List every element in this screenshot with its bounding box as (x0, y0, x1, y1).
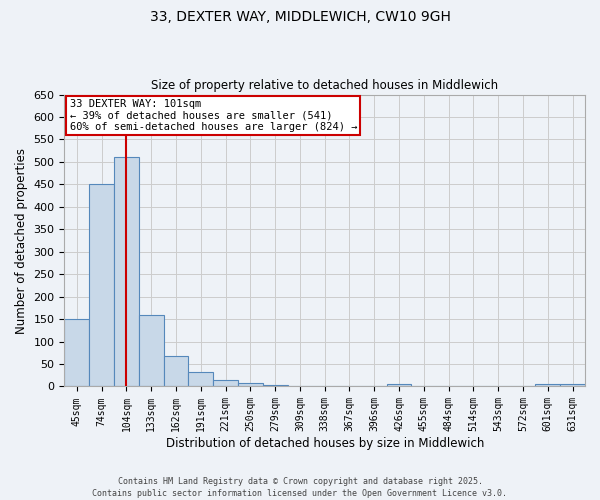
Bar (89, 184, 114, 386)
Text: 33, DEXTER WAY, MIDDLEWICH, CW10 9GH: 33, DEXTER WAY, MIDDLEWICH, CW10 9GH (149, 10, 451, 24)
Bar (535, 384, 560, 386)
Bar (263, 384, 287, 386)
Title: Size of property relative to detached houses in Middlewich: Size of property relative to detached ho… (151, 79, 498, 92)
Bar (164, 356, 188, 386)
Y-axis label: Number of detached properties: Number of detached properties (15, 148, 28, 334)
Bar (114, 158, 139, 386)
Text: 33 DEXTER WAY: 101sqm
← 39% of detached houses are smaller (541)
60% of semi-det: 33 DEXTER WAY: 101sqm ← 39% of detached … (70, 99, 357, 132)
Bar (64, 319, 89, 386)
Bar (560, 384, 585, 386)
Text: Contains HM Land Registry data © Crown copyright and database right 2025.
Contai: Contains HM Land Registry data © Crown c… (92, 476, 508, 498)
Bar (188, 372, 213, 386)
Bar (213, 380, 238, 386)
Bar (386, 384, 412, 386)
Bar (139, 314, 164, 386)
X-axis label: Distribution of detached houses by size in Middlewich: Distribution of detached houses by size … (166, 437, 484, 450)
Bar (238, 383, 263, 386)
